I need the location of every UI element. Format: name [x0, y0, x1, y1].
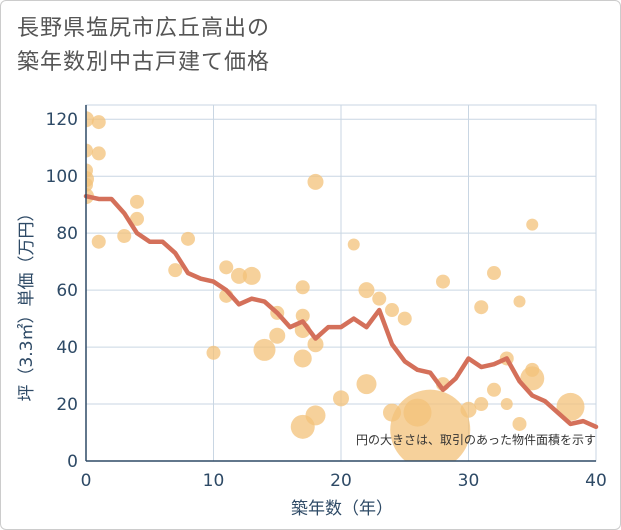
data-bubble: [168, 263, 183, 278]
data-bubble: [385, 303, 399, 318]
data-bubble: [219, 260, 234, 275]
data-bubble: [293, 349, 312, 368]
data-bubble: [556, 392, 585, 421]
data-bubble: [307, 173, 324, 190]
data-bubble: [512, 416, 527, 431]
data-bubble: [206, 345, 221, 360]
y-tick-label: 80: [56, 224, 78, 244]
x-tick-label: 40: [585, 471, 607, 491]
data-bubble: [526, 218, 539, 231]
data-bubble: [91, 146, 106, 161]
y-tick-label: 40: [56, 338, 78, 358]
data-bubble: [181, 231, 195, 246]
data-bubble: [397, 311, 412, 326]
data-bubble: [117, 229, 132, 244]
chart-title-line-1: 長野県塩尻市広丘高出の: [17, 16, 271, 41]
data-bubble: [307, 336, 324, 353]
data-bubble: [474, 300, 489, 315]
y-tick-label: 100: [46, 167, 78, 187]
data-bubble: [91, 115, 106, 130]
data-bubble: [86, 177, 93, 192]
data-bubble: [295, 308, 310, 323]
x-tick-label: 0: [81, 471, 92, 491]
data-bubble: [347, 238, 360, 251]
average-price-line: [83, 193, 599, 430]
data-bubble: [356, 374, 377, 395]
data-bubble: [358, 282, 375, 299]
bubble-size-note: 円の大きさは、取引のあった物件面積を示す: [356, 432, 596, 447]
data-bubble: [130, 211, 144, 226]
data-bubble: [487, 382, 501, 397]
chart-title-line-2: 築年数別中古戸建て価格: [17, 50, 271, 75]
data-bubble: [390, 389, 471, 461]
y-tick-label: 0: [67, 452, 78, 472]
data-bubble: [436, 274, 450, 289]
data-bubble: [91, 234, 106, 249]
y-tick-label: 120: [46, 110, 78, 130]
grid: [85, 104, 597, 462]
data-bubble: [520, 366, 545, 391]
data-bubble: [513, 295, 526, 308]
chart-title: 長野県塩尻市広丘高出の 築年数別中古戸建て価格: [17, 12, 270, 80]
data-bubble: [253, 338, 276, 361]
data-bubble: [460, 401, 477, 418]
data-bubble: [295, 280, 310, 295]
y-tick-label: 20: [56, 395, 78, 415]
x-tick-label: 20: [330, 471, 352, 491]
data-bubble: [500, 398, 513, 411]
average-line-layer: [83, 193, 599, 430]
data-bubble: [231, 267, 247, 284]
x-tick-label: 30: [458, 471, 480, 491]
data-bubble: [242, 266, 261, 285]
data-bubble: [372, 291, 387, 306]
data-bubble: [86, 143, 93, 158]
x-axis-label: 築年数（年）: [291, 499, 393, 519]
data-bubble: [333, 390, 349, 407]
data-bubble: [290, 414, 315, 439]
x-tick-label: 10: [203, 471, 225, 491]
tick-layer: 0 20 40 60 80 100 120 0 10 20 30 40: [46, 105, 607, 491]
y-axis-label: 坪（3.3㎡）単価（万円）: [17, 204, 37, 401]
data-bubble: [474, 397, 489, 412]
data-bubble: [130, 194, 144, 209]
data-bubble: [487, 266, 501, 281]
data-bubble: [269, 327, 286, 344]
y-tick-label: 60: [56, 281, 78, 301]
